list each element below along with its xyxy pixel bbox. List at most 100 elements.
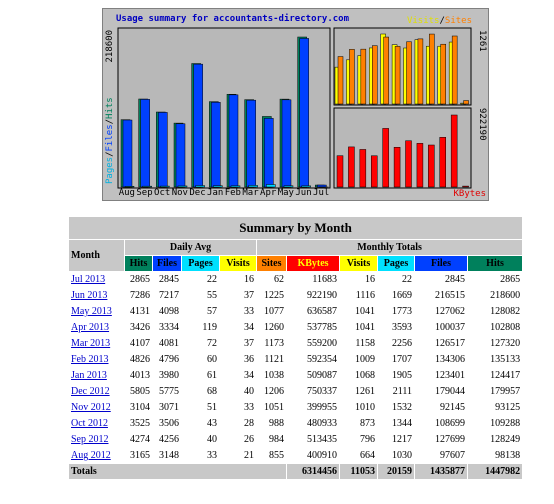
value-cell: 2845 — [152, 271, 182, 288]
bar — [429, 33, 435, 105]
value-cell: 60 — [181, 351, 220, 368]
value-cell: 1261 — [339, 383, 378, 400]
month-label: Jun — [295, 188, 311, 198]
value-cell: 1068 — [339, 367, 378, 384]
value-cell: 128082 — [466, 303, 524, 320]
month-label: Jan — [207, 188, 223, 198]
value-cell: 4256 — [152, 431, 182, 448]
value-cell: 2865 — [466, 271, 524, 288]
value-cell: 4081 — [152, 335, 182, 352]
column-header: Hits — [466, 255, 524, 272]
group-row: Month Daily Avg Monthly Totals — [68, 239, 524, 272]
value-cell: 2865 — [124, 271, 153, 288]
value-cell: 1010 — [339, 399, 378, 416]
data-row: Nov 2012 3104 3071 51 33 1051 399955 1010 1532 92… — [68, 399, 524, 416]
table-title: Summary by Month — [67, 216, 524, 240]
value-cell: 1009 — [339, 351, 378, 368]
value-cell: 119 — [181, 319, 220, 336]
value-cell: 127699 — [414, 431, 468, 448]
month-cell: Jul 2013 — [68, 271, 125, 288]
bar — [440, 43, 446, 105]
value-cell: 4826 — [124, 351, 153, 368]
bar — [405, 140, 412, 188]
value-cell: 218600 — [466, 287, 524, 304]
legend: Visits/Sites — [407, 16, 472, 26]
bar — [383, 36, 389, 105]
column-header: Visits — [219, 255, 257, 272]
bar — [228, 94, 239, 188]
plot-area — [333, 27, 472, 106]
month-link[interactable]: Mar 2013 — [71, 338, 111, 349]
value-cell: 68 — [181, 383, 220, 400]
value-cell: 179044 — [414, 383, 468, 400]
value-cell: 4013 — [124, 367, 153, 384]
value-cell: 135133 — [466, 351, 524, 368]
value-cell: 1173 — [256, 335, 287, 352]
value-cell: 11683 — [286, 271, 340, 288]
month-label: Feb — [225, 188, 241, 198]
value-cell: 21 — [219, 447, 257, 464]
value-cell: 34 — [219, 367, 257, 384]
bar — [463, 100, 469, 105]
bar — [299, 38, 309, 188]
bar — [193, 63, 203, 188]
column-header: Files — [152, 255, 182, 272]
value-cell: 1217 — [377, 431, 415, 448]
value-cell: 509087 — [286, 367, 340, 384]
value-cell: 559200 — [286, 335, 340, 352]
bar — [406, 41, 412, 105]
month-label: Dec — [189, 188, 205, 198]
column-row: Hits Files Pages Visits Sites KBytes Visits Pag… — [69, 255, 524, 272]
value-cell: 3071 — [152, 399, 182, 416]
value-cell: 22 — [181, 271, 220, 288]
bar — [337, 56, 344, 105]
value-cell: 22 — [377, 271, 415, 288]
total-cell: 1435877 — [414, 463, 468, 480]
value-cell: 3980 — [152, 367, 182, 384]
data-row: May 2013 4131 4098 57 33 1077 636587 1041 1773 12… — [68, 303, 524, 320]
value-cell: 4098 — [152, 303, 182, 320]
bar — [140, 99, 150, 188]
value-cell: 72 — [181, 335, 220, 352]
value-cell: 179957 — [466, 383, 524, 400]
value-cell: 1116 — [339, 287, 378, 304]
month-label: Sep — [136, 188, 152, 198]
month-link[interactable]: Feb 2013 — [71, 354, 109, 365]
value-cell: 127320 — [466, 335, 524, 352]
value-cell: 3334 — [152, 319, 182, 336]
month-link[interactable]: Jul 2013 — [71, 274, 106, 285]
total-cell: 11053 — [339, 463, 378, 480]
month-link[interactable]: Jan 2013 — [71, 370, 107, 381]
month-cell: Sep 2012 — [68, 431, 125, 448]
month-link[interactable]: Aug 2012 — [71, 450, 111, 461]
chart-title: Usage summary for accountants-directory.… — [116, 13, 350, 24]
bar — [266, 184, 276, 188]
month-link[interactable]: Nov 2012 — [71, 402, 111, 413]
month-link[interactable]: May 2013 — [71, 306, 112, 317]
legend-entry: Hits — [105, 97, 115, 119]
bar — [416, 143, 424, 188]
value-cell: 123401 — [414, 367, 468, 384]
value-cell: 3525 — [124, 415, 153, 432]
value-cell: 5805 — [124, 383, 153, 400]
month-link[interactable]: Oct 2012 — [71, 418, 108, 429]
value-cell: 1773 — [377, 303, 415, 320]
value-cell: 3593 — [377, 319, 415, 336]
month-link[interactable]: Apr 2013 — [71, 322, 110, 333]
value-cell: 796 — [339, 431, 378, 448]
month-label: Mar — [242, 188, 259, 198]
month-link[interactable]: Sep 2012 — [71, 434, 109, 445]
bar — [175, 123, 186, 188]
legend: Pages/Files/Hits — [105, 97, 115, 184]
value-cell: 92145 — [414, 399, 468, 416]
bar — [248, 185, 258, 188]
data-row: Sep 2012 4274 4256 40 26 984 513435 796 1217 1276… — [68, 431, 524, 448]
data-row: Jul 2013 2865 2845 22 16 62 11683 16 22 2845 2865 — [68, 271, 524, 288]
bar — [281, 99, 292, 188]
month-cell: May 2013 — [68, 303, 125, 320]
month-cell: Jun 2013 — [68, 287, 125, 304]
value-cell: 873 — [339, 415, 378, 432]
month-link[interactable]: Dec 2012 — [71, 386, 110, 397]
month-label: Apr — [260, 188, 277, 198]
month-link[interactable]: Jun 2013 — [71, 290, 108, 301]
